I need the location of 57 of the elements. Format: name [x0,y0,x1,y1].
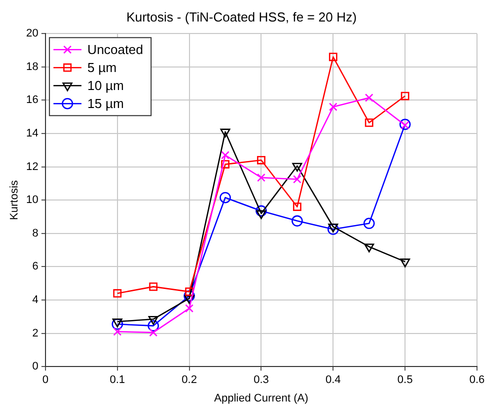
legend-label: 10 µm [87,78,124,94]
point [221,150,230,160]
point [148,316,158,325]
point [148,320,159,332]
y-tick-label: 4 [32,294,38,306]
y-tick-label: 0 [32,360,38,373]
point [220,128,230,138]
point [292,202,302,211]
point [256,205,267,217]
x-tick-label: 0.1 [110,374,126,386]
point [113,327,122,336]
point [364,118,374,127]
chart-title: Kurtosis - (TiN-Coated HSS, fe = 20 Hz) [126,9,357,24]
y-tick-label: 16 [26,94,38,106]
x-tick-label: 0.2 [182,374,197,386]
y-axis-title: Kurtosis [8,180,21,220]
point [257,173,266,182]
point [112,318,122,328]
y-tick-label: 12 [26,160,38,173]
point [364,244,374,252]
x-tick-label: 0.4 [325,374,341,386]
legend-label: Uncoated [87,42,144,58]
point [292,162,302,172]
y-tick-label: 20 [26,28,38,40]
y-tick-label: 6 [32,260,38,273]
x-tick-label: 0.3 [254,374,269,386]
point [292,215,303,227]
point [149,328,158,337]
y-tick-label: 2 [32,327,38,340]
legend-label: 5 µm [87,60,117,76]
point [257,156,266,164]
x-tick-label: 0.6 [469,374,485,386]
point [328,102,338,112]
point [256,210,266,220]
x-axis-title: Applied Current (A) [214,392,308,404]
point [328,52,338,62]
y-tick-label: 10 [26,194,38,206]
x-tick-label: 0.5 [397,374,413,386]
point [221,160,230,168]
y-tick-label: 18 [26,60,38,73]
point [328,224,338,232]
point [184,290,195,302]
point [185,287,194,296]
point [184,295,194,304]
point [185,304,194,313]
legend-label: 15 µm [87,96,124,112]
point [363,218,375,230]
point [292,175,302,184]
point [364,94,374,102]
point [400,92,410,100]
y-tick-label: 8 [32,227,38,240]
y-tick-label: 14 [26,128,38,140]
point [113,289,122,298]
point [400,258,410,268]
point [220,192,231,204]
point [149,282,158,291]
x-tick-label: 0 [42,374,48,386]
